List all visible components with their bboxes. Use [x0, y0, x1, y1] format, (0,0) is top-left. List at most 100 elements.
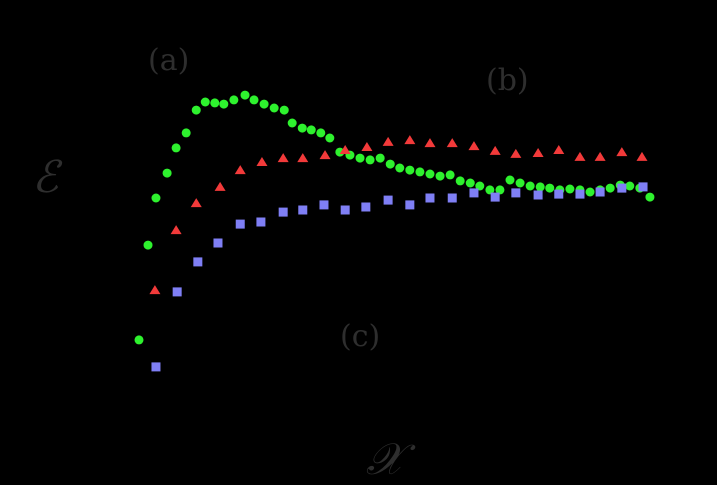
triangle-marker — [234, 165, 246, 175]
circle-marker — [475, 181, 485, 191]
square-marker — [278, 207, 288, 217]
circle-marker — [435, 171, 445, 181]
triangle-marker — [214, 181, 226, 191]
circle-marker — [495, 185, 505, 195]
circle-marker — [455, 176, 465, 186]
square-marker — [554, 189, 564, 199]
circle-marker — [605, 183, 615, 193]
triangle-marker — [149, 285, 161, 295]
triangle-marker — [468, 141, 480, 151]
triangle-marker — [616, 147, 628, 157]
series-blue — [151, 182, 648, 372]
circle-marker — [240, 90, 250, 100]
triangle-marker — [190, 198, 202, 208]
circle-marker — [535, 182, 545, 192]
square-marker — [298, 205, 308, 215]
triangle-marker — [636, 151, 648, 161]
triangle-marker — [532, 148, 544, 157]
triangle-marker — [404, 135, 416, 145]
triangle-marker — [339, 145, 351, 154]
circle-marker — [625, 181, 635, 191]
triangle-marker — [297, 153, 309, 163]
square-marker — [425, 193, 435, 203]
square-marker — [638, 182, 648, 192]
square-marker — [490, 192, 500, 202]
circle-marker — [229, 95, 239, 105]
circle-marker — [191, 105, 201, 115]
circle-marker — [249, 95, 259, 105]
triangle-marker — [256, 157, 268, 166]
circle-marker — [645, 192, 655, 202]
square-marker — [213, 238, 223, 248]
circle-marker — [316, 128, 326, 138]
triangle-marker — [170, 225, 182, 235]
square-marker — [383, 195, 393, 205]
circle-marker — [162, 168, 172, 178]
y-axis-label: ℰ — [32, 152, 59, 203]
triangle-marker — [574, 151, 586, 161]
circle-marker — [306, 125, 316, 135]
square-marker — [151, 362, 161, 372]
circle-marker — [171, 143, 181, 153]
circle-marker — [395, 163, 405, 173]
triangle-marker — [594, 151, 606, 161]
circle-marker — [585, 187, 595, 197]
square-marker — [405, 200, 415, 210]
circle-marker — [515, 178, 525, 188]
circle-marker — [259, 99, 269, 109]
circle-marker — [355, 153, 365, 163]
circle-marker — [181, 128, 191, 138]
circle-marker — [565, 184, 575, 194]
square-marker — [340, 205, 350, 215]
circle-marker — [365, 155, 375, 165]
circle-marker — [425, 169, 435, 179]
square-marker — [617, 183, 627, 193]
triangle-marker — [446, 138, 458, 148]
square-marker — [361, 202, 371, 212]
square-marker — [447, 193, 457, 203]
triangle-marker — [319, 150, 331, 160]
square-marker — [256, 217, 266, 227]
triangle-marker — [382, 136, 394, 146]
circle-marker — [325, 133, 335, 143]
circle-marker — [335, 147, 345, 157]
square-marker — [172, 287, 182, 297]
triangle-marker — [277, 153, 289, 163]
square-marker — [533, 190, 543, 200]
circle-marker — [279, 105, 289, 115]
circle-marker — [200, 97, 210, 107]
triangle-marker — [553, 145, 565, 154]
circle-marker — [297, 123, 307, 133]
circle-marker — [143, 240, 153, 250]
circle-marker — [134, 335, 144, 345]
panel-label-c: (c) — [340, 319, 381, 354]
series-layer — [134, 90, 655, 372]
square-marker — [595, 187, 605, 197]
circle-marker — [219, 99, 229, 109]
square-marker — [235, 219, 245, 229]
x-axis-label: 𝒳 — [366, 434, 404, 485]
circle-marker — [465, 178, 475, 188]
square-marker — [469, 188, 479, 198]
series-red — [149, 135, 648, 295]
circle-marker — [151, 193, 161, 203]
circle-marker — [525, 181, 535, 191]
circle-marker — [485, 185, 495, 195]
square-marker — [511, 188, 521, 198]
triangle-marker — [510, 148, 522, 158]
circle-marker — [385, 159, 395, 169]
square-marker — [193, 257, 203, 267]
series-green — [134, 90, 655, 345]
circle-marker — [505, 175, 515, 185]
circle-marker — [415, 167, 425, 177]
circle-marker — [269, 103, 279, 113]
circle-marker — [375, 153, 385, 163]
circle-marker — [287, 118, 297, 128]
circle-marker — [210, 98, 220, 108]
panel-label-a: (a) — [148, 43, 190, 78]
panel-label-b: (b) — [486, 63, 529, 98]
circle-marker — [445, 170, 455, 180]
triangle-marker — [489, 145, 501, 155]
circle-marker — [545, 183, 555, 193]
square-marker — [575, 189, 585, 199]
